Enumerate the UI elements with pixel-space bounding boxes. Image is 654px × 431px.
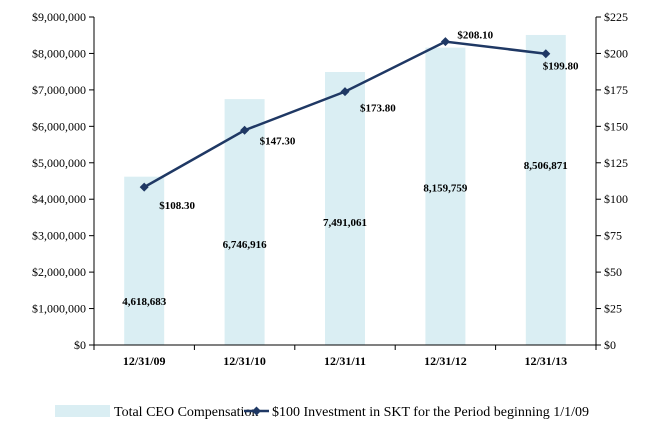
y-right-tick-label: $0 <box>604 338 616 352</box>
x-tick-label: 12/31/09 <box>123 354 166 368</box>
y-left-tick-label: $7,000,000 <box>32 83 86 97</box>
x-tick-label: 12/31/11 <box>324 354 366 368</box>
y-left-tick-label: $4,000,000 <box>32 192 86 206</box>
y-right-tick-label: $200 <box>604 46 628 60</box>
y-left-tick-label: $0 <box>74 338 86 352</box>
y-left-tick-label: $1,000,000 <box>32 302 86 316</box>
legend-label-line: $100 Investment in SKT for the Period be… <box>272 405 589 420</box>
bar-1 <box>224 99 265 345</box>
y-right-tick-label: $225 <box>604 10 628 24</box>
legend: Total CEO Compensation $100 Investment i… <box>55 405 589 420</box>
line-data-label: $208.10 <box>457 30 493 42</box>
bar-data-label: 8,159,759 <box>423 182 468 194</box>
y-right-tick-label: $100 <box>604 192 628 206</box>
x-tick-label: 12/31/13 <box>524 354 567 368</box>
y-right-tick-label: $150 <box>604 119 628 133</box>
x-tick-label: 12/31/12 <box>424 354 467 368</box>
y-right-tick-label: $175 <box>604 83 628 97</box>
y-right-tick-label: $75 <box>604 229 622 243</box>
line-data-label: $173.80 <box>360 103 396 115</box>
axes-layer: $0 $1,000,000 $2,000,000 $3,000,000 $4,000,0… <box>32 10 628 368</box>
y-left-tick-label: $6,000,000 <box>32 119 86 133</box>
bar-data-label: 6,746,916 <box>223 239 268 251</box>
y-left-tick-label: $3,000,000 <box>32 229 86 243</box>
y-right-tick-label: $25 <box>604 302 622 316</box>
legend-swatch-bar <box>55 405 110 417</box>
bar-0 <box>124 176 165 345</box>
bar-data-label: 8,506,871 <box>524 160 568 172</box>
line-point-marker <box>139 182 149 192</box>
y-left-tick-label: $8,000,000 <box>32 46 86 60</box>
y-right-tick-label: $125 <box>604 156 628 170</box>
line-point-marker <box>240 125 250 135</box>
labels-layer: 4,618,683 6,746,916 7,491,061 8,159,759 8,50… <box>122 30 579 309</box>
bar-3 <box>425 47 466 345</box>
line-data-label: $199.80 <box>543 61 579 73</box>
line-point-marker <box>541 49 551 59</box>
legend-marker-icon <box>252 406 261 416</box>
bar-data-label: 4,618,683 <box>122 296 167 308</box>
y-left-tick-label: $5,000,000 <box>32 156 86 170</box>
line-point-marker <box>440 37 450 47</box>
line-data-label: $147.30 <box>260 135 296 147</box>
legend-label-bar: Total CEO Compensation <box>114 405 258 420</box>
y-left-tick-label: $9,000,000 <box>32 10 86 24</box>
line-layer <box>139 37 551 192</box>
bar-2 <box>325 71 365 346</box>
y-left-tick-label: $2,000,000 <box>32 265 86 279</box>
y-right-tick-label: $50 <box>604 265 622 279</box>
bars-layer <box>124 34 566 346</box>
bar-data-label: 7,491,061 <box>323 217 367 229</box>
line-data-label: $108.30 <box>159 200 195 212</box>
bar-4 <box>525 34 566 346</box>
line-point-marker <box>340 87 350 97</box>
x-tick-label: 12/31/10 <box>223 354 266 368</box>
